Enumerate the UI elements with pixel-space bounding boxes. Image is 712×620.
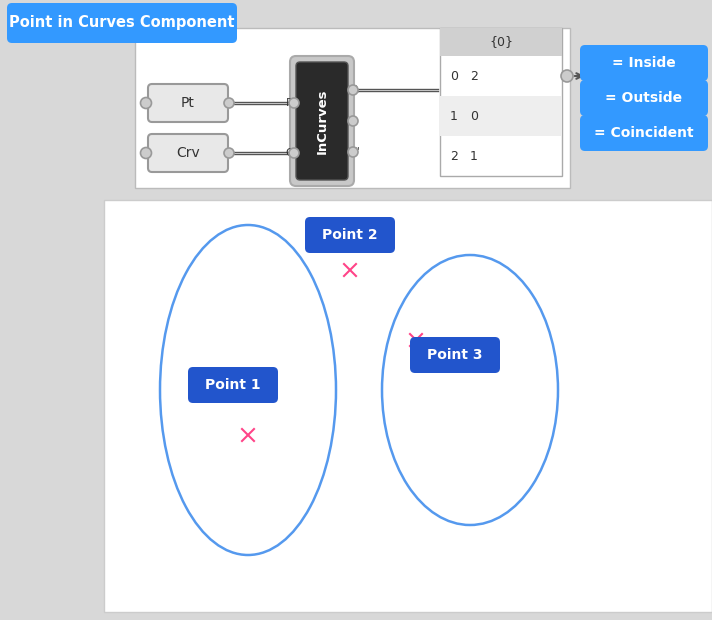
- Text: 2: 2: [450, 149, 458, 162]
- Text: Point 1: Point 1: [205, 378, 261, 392]
- Text: = Coincident: = Coincident: [595, 126, 693, 140]
- Text: P: P: [286, 98, 293, 108]
- FancyBboxPatch shape: [148, 84, 228, 122]
- Text: Pt: Pt: [181, 96, 195, 110]
- FancyBboxPatch shape: [7, 3, 237, 43]
- FancyBboxPatch shape: [296, 62, 348, 180]
- Text: {0}: {0}: [489, 35, 513, 48]
- FancyBboxPatch shape: [104, 200, 712, 612]
- FancyBboxPatch shape: [188, 367, 278, 403]
- Text: Crv: Crv: [176, 146, 200, 160]
- Text: InCurves: InCurves: [315, 88, 328, 154]
- FancyBboxPatch shape: [410, 337, 500, 373]
- Circle shape: [561, 70, 573, 82]
- Text: P': P': [351, 147, 361, 157]
- Circle shape: [140, 148, 152, 159]
- Text: C: C: [286, 148, 293, 158]
- Text: 2: 2: [470, 69, 478, 82]
- FancyBboxPatch shape: [440, 96, 562, 136]
- Text: = Outside: = Outside: [605, 91, 683, 105]
- Text: 1: 1: [470, 149, 478, 162]
- Circle shape: [140, 97, 152, 108]
- FancyBboxPatch shape: [440, 28, 562, 56]
- Circle shape: [289, 98, 299, 108]
- FancyBboxPatch shape: [148, 134, 228, 172]
- Text: Point 3: Point 3: [427, 348, 483, 362]
- Circle shape: [224, 98, 234, 108]
- FancyBboxPatch shape: [290, 56, 354, 186]
- Circle shape: [289, 148, 299, 158]
- Text: Point 2: Point 2: [323, 228, 378, 242]
- Text: I: I: [351, 116, 355, 126]
- FancyBboxPatch shape: [135, 28, 570, 188]
- Text: Point in Curves Component: Point in Curves Component: [9, 16, 235, 30]
- Circle shape: [348, 116, 358, 126]
- FancyBboxPatch shape: [580, 115, 708, 151]
- Text: R: R: [351, 85, 359, 95]
- Text: = Inside: = Inside: [612, 56, 676, 70]
- Circle shape: [348, 85, 358, 95]
- Text: 1: 1: [450, 110, 458, 123]
- Text: 0: 0: [470, 110, 478, 123]
- FancyBboxPatch shape: [580, 80, 708, 116]
- FancyBboxPatch shape: [305, 217, 395, 253]
- Circle shape: [224, 148, 234, 158]
- Text: 0: 0: [450, 69, 458, 82]
- FancyBboxPatch shape: [580, 45, 708, 81]
- FancyBboxPatch shape: [440, 28, 562, 176]
- Circle shape: [348, 147, 358, 157]
